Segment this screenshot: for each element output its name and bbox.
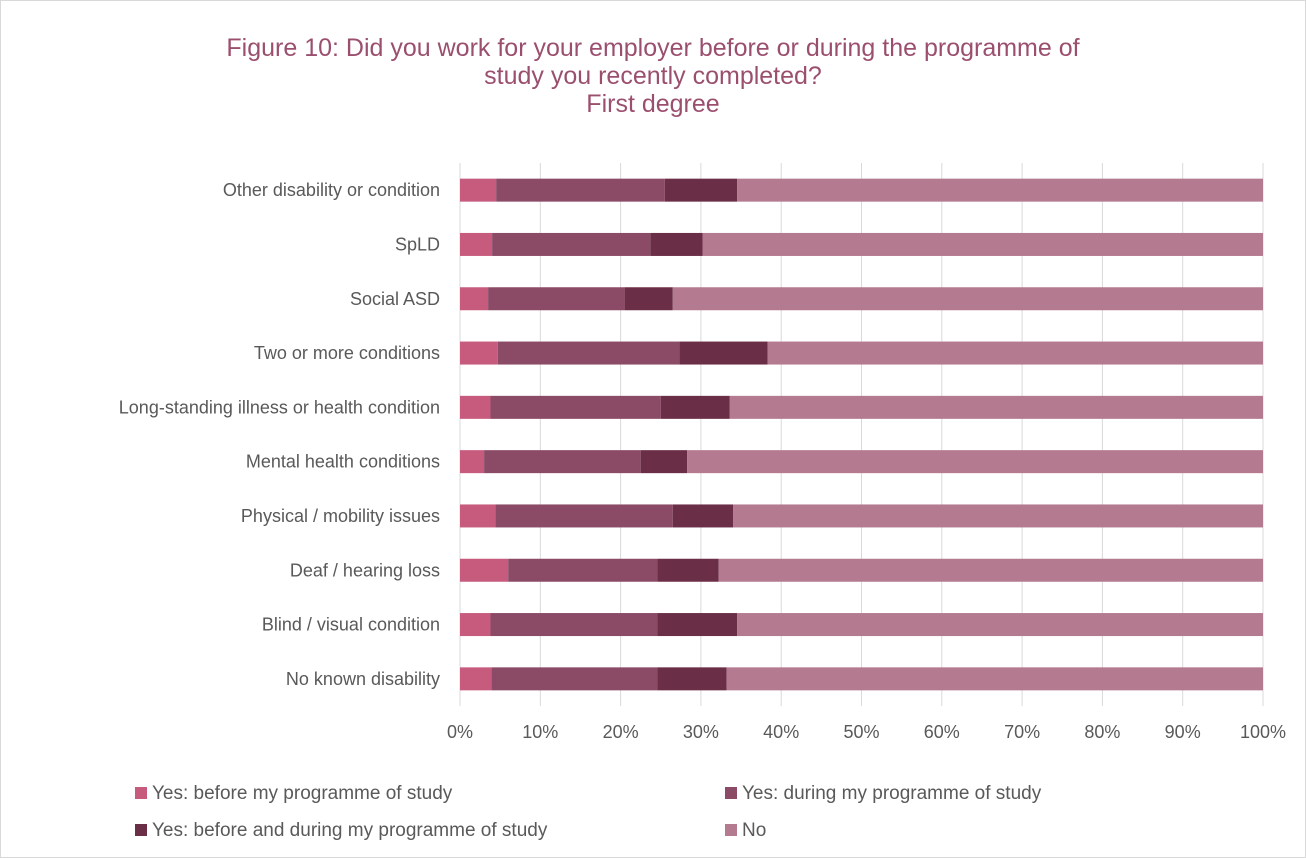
bar-segment <box>657 667 727 691</box>
x-tick-label: 30% <box>683 722 719 742</box>
x-tick-label: 50% <box>843 722 879 742</box>
category-label: Two or more conditions <box>254 343 440 363</box>
category-label: Long-standing illness or health conditio… <box>119 397 440 417</box>
bar-segment <box>490 613 658 637</box>
legend-swatch <box>725 824 737 836</box>
chart-title-block: Figure 10: Did you work for your employe… <box>0 34 1306 118</box>
x-tick-label: 80% <box>1084 722 1120 742</box>
legend-label: No <box>742 820 766 841</box>
legend-swatch <box>725 787 737 799</box>
legend-item: Yes: during my programme of study <box>725 783 1042 804</box>
bar-segment <box>460 667 492 691</box>
bar-segment <box>460 341 498 365</box>
bar-segment <box>624 287 673 311</box>
bar-segment <box>664 178 738 202</box>
category-label: Mental health conditions <box>246 452 440 472</box>
bar-segment <box>660 395 730 419</box>
chart-title-line-1: Figure 10: Did you work for your employe… <box>226 34 1080 62</box>
chart-subtitle: First degree <box>586 90 720 118</box>
x-tick-label: 10% <box>522 722 558 742</box>
x-tick-label: 40% <box>763 722 799 742</box>
bar-segment <box>460 232 493 256</box>
bar-segment <box>492 232 651 256</box>
bar-segment <box>460 504 496 528</box>
legend-label: Yes: during my programme of study <box>742 783 1042 804</box>
chart-title-line-2: study you recently completed? <box>484 62 822 90</box>
bar-segment <box>640 450 688 474</box>
x-tick-label: 60% <box>924 722 960 742</box>
bar-segment <box>733 504 1263 528</box>
legend-swatch <box>135 787 147 799</box>
category-label: Physical / mobility issues <box>241 506 440 526</box>
bar-segment <box>484 450 641 474</box>
bar-segment <box>460 450 485 474</box>
category-label: SpLD <box>395 234 440 254</box>
legend-label: Yes: before my programme of study <box>152 783 453 804</box>
category-label: Other disability or condition <box>223 180 440 200</box>
bar-segment <box>496 178 665 202</box>
bar-segment <box>767 341 1263 365</box>
x-tick-labels: 0% 10% 20% 30% 40% 50% 60% 70% 80% 90% 100% <box>447 722 1286 742</box>
bar-segment <box>687 450 1263 474</box>
legend-swatch <box>135 824 147 836</box>
bar-segment <box>460 395 491 419</box>
bar-segment <box>650 232 703 256</box>
bar-segment <box>460 558 509 582</box>
bar-segment <box>702 232 1263 256</box>
bar-segment <box>488 287 625 311</box>
bar-segment <box>737 178 1263 202</box>
bar-segment <box>657 558 719 582</box>
bar-segment <box>460 613 491 637</box>
bar-segment <box>460 287 489 311</box>
bar-segment <box>495 504 673 528</box>
bar-segment <box>497 341 680 365</box>
legend-item: Yes: before and during my programme of s… <box>135 820 548 841</box>
x-tick-label: 20% <box>603 722 639 742</box>
bar-segment <box>672 287 1263 311</box>
chart-title: Figure 10: Did you work for your employe… <box>0 34 1306 90</box>
bar-segment <box>508 558 658 582</box>
bar-segment <box>491 667 658 691</box>
legend-label: Yes: before and during my programme of s… <box>152 820 548 841</box>
category-label: Social ASD <box>350 289 440 309</box>
category-labels: Other disability or condition SpLD Social … <box>119 180 440 689</box>
legend-item: No <box>725 820 766 841</box>
category-label: No known disability <box>286 669 440 689</box>
bar-segment <box>718 558 1263 582</box>
bar-segment <box>726 667 1263 691</box>
legend: Yes: before my programme of study Yes: du… <box>135 783 1042 841</box>
bar-segment <box>729 395 1263 419</box>
x-tick-label: 0% <box>447 722 473 742</box>
x-tick-label: 70% <box>1004 722 1040 742</box>
bar-segment <box>490 395 661 419</box>
legend-item: Yes: before my programme of study <box>135 783 453 804</box>
bars <box>460 178 1263 691</box>
x-tick-label: 100% <box>1240 722 1286 742</box>
category-label: Blind / visual condition <box>262 615 440 635</box>
category-label: Deaf / hearing loss <box>290 560 440 580</box>
bar-segment <box>679 341 768 365</box>
bar-segment <box>672 504 734 528</box>
x-tick-label: 90% <box>1165 722 1201 742</box>
bar-segment <box>737 613 1263 637</box>
bar-segment <box>657 613 738 637</box>
bar-segment <box>460 178 497 202</box>
